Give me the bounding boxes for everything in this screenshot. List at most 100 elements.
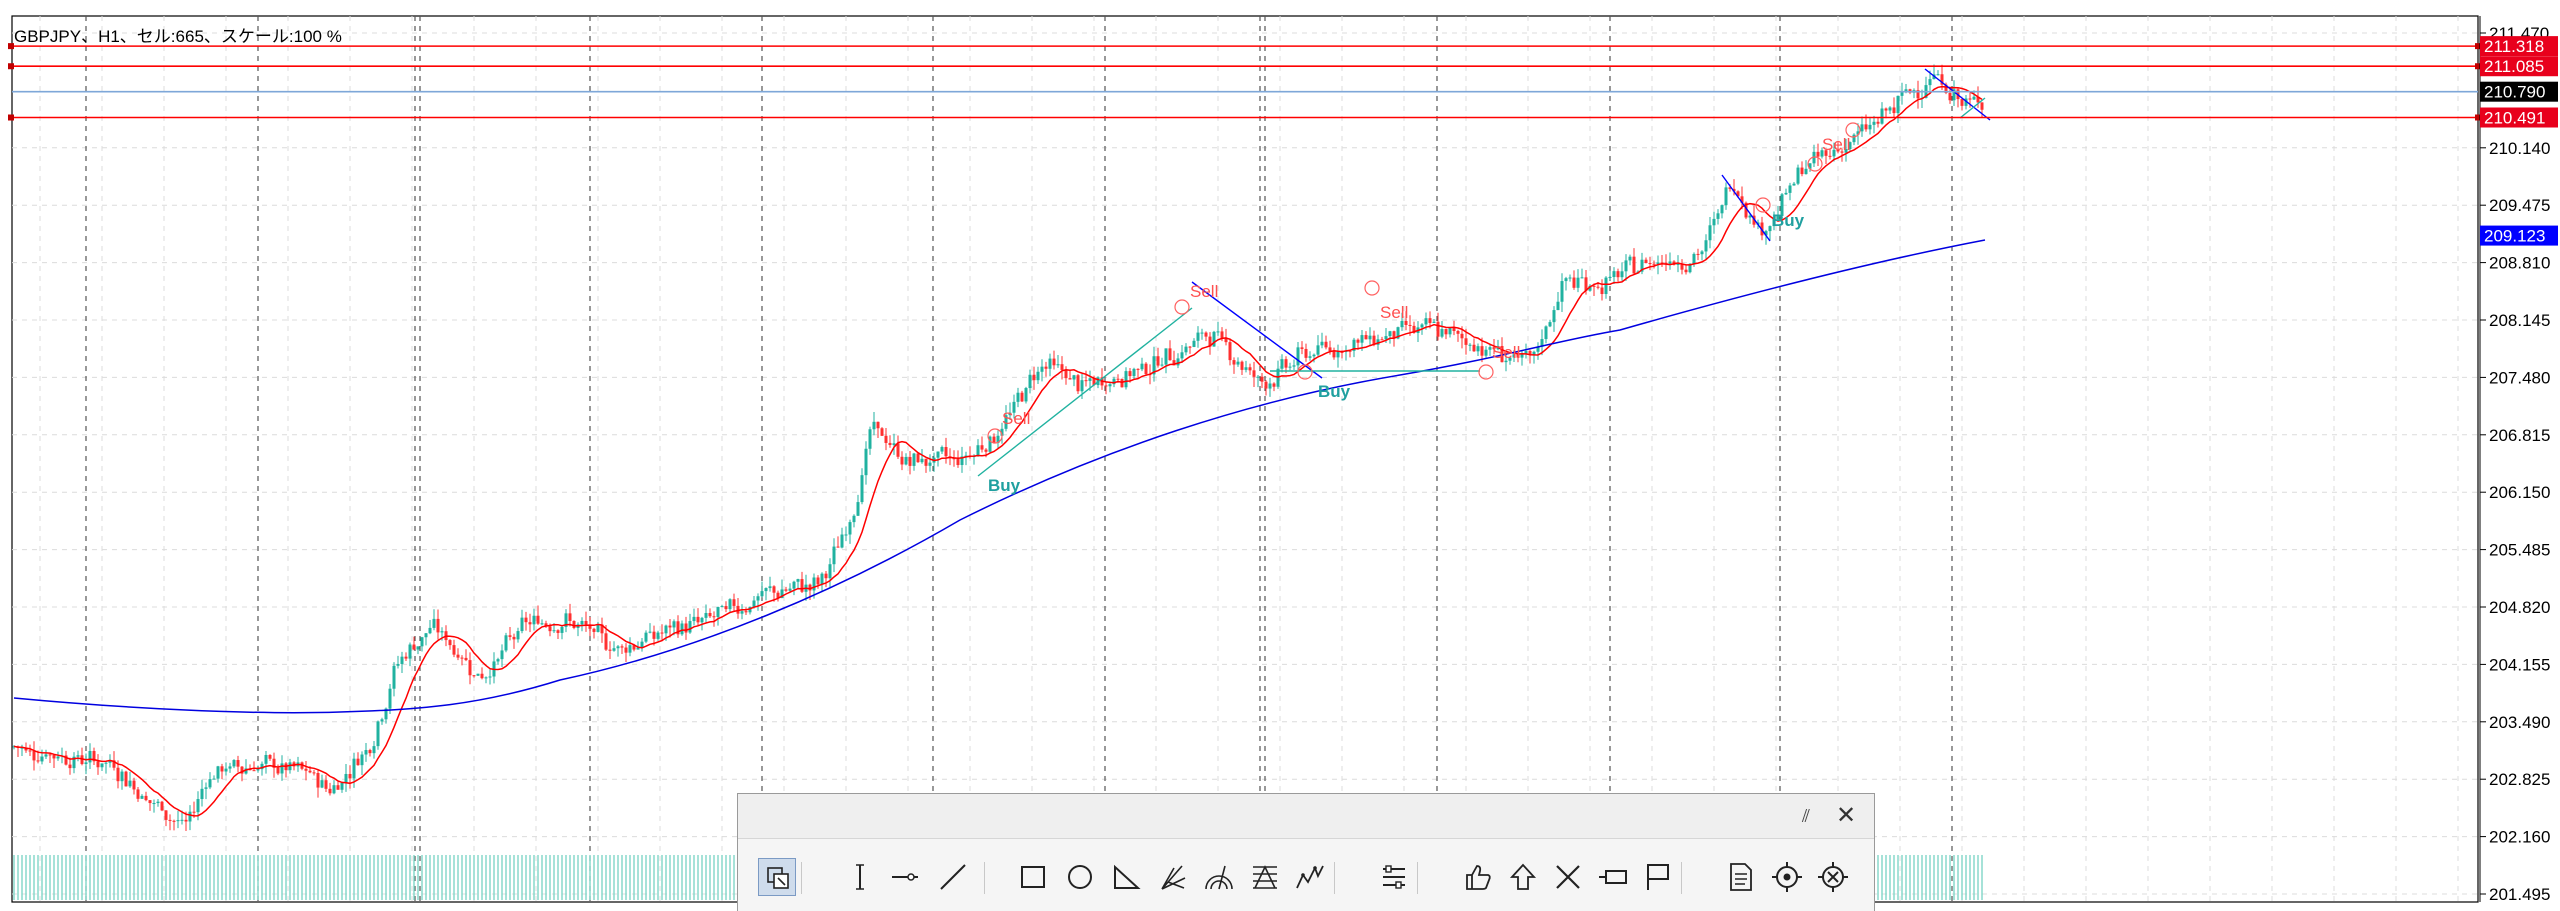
candle-body: [1612, 271, 1616, 277]
vertical-line-tool-icon[interactable]: [841, 858, 879, 896]
candle-body: [336, 785, 340, 790]
candle-body: [1228, 342, 1232, 361]
target-tool-icon[interactable]: [1768, 858, 1806, 896]
candle-body: [964, 455, 968, 457]
price-level-label-bg: [2480, 56, 2558, 77]
candle-body: [752, 600, 756, 607]
candle-body: [688, 621, 692, 633]
trend-line-tool-icon[interactable]: [934, 858, 972, 896]
level-handle-left[interactable]: [8, 43, 14, 50]
candle-body: [420, 637, 424, 647]
signal-marker-circle: [1174, 299, 1190, 315]
drawing-toolbar[interactable]: ⫽ ✕: [737, 793, 1875, 911]
candle-body: [600, 624, 604, 634]
candle-body: [1864, 124, 1868, 130]
fibonacci-fan-tool-icon[interactable]: [1246, 858, 1284, 896]
candle-body: [1724, 187, 1728, 206]
candle-body: [328, 788, 332, 794]
slow-moving-average: [13, 239, 1986, 714]
level-handle-right[interactable]: [2475, 63, 2481, 70]
text-note-tool-icon[interactable]: [1721, 858, 1759, 896]
indicator-list-tool-icon[interactable]: [1375, 858, 1413, 896]
candle-body: [1408, 324, 1412, 326]
candle-body: [1364, 335, 1368, 340]
level-handle-right[interactable]: [2475, 43, 2481, 50]
candle-body: [452, 645, 456, 655]
candle-body: [144, 795, 148, 801]
candle-body: [1352, 339, 1356, 351]
candle-body: [384, 708, 388, 720]
candle-body: [1704, 240, 1708, 252]
level-handle-right[interactable]: [2475, 114, 2481, 121]
candle-body: [1012, 401, 1016, 413]
candle-body: [636, 647, 640, 650]
candle-body: [172, 820, 176, 822]
candle-body: [1420, 324, 1424, 328]
candle-body: [844, 534, 848, 536]
candle-body: [1396, 327, 1400, 339]
candle-body: [92, 750, 96, 762]
candle-body: [1024, 388, 1028, 402]
candle-body: [868, 429, 872, 449]
candle-body: [1244, 367, 1248, 370]
rectangle-tool-icon[interactable]: [1014, 858, 1052, 896]
candle-body: [1196, 332, 1200, 341]
candle-body: [904, 457, 908, 465]
price-label-tool-icon[interactable]: [1594, 858, 1632, 896]
wave-pattern-tool-icon[interactable]: [1291, 858, 1329, 896]
candle-body: [1904, 89, 1908, 92]
candle-body: [504, 635, 508, 651]
candle-body: [372, 746, 376, 754]
candle-body: [1076, 375, 1080, 392]
candle-body: [984, 449, 988, 452]
toolbar-titlebar[interactable]: ⫽ ✕: [738, 794, 1874, 839]
cross-tool-icon[interactable]: [1549, 858, 1587, 896]
arrow-up-tool-icon[interactable]: [1504, 858, 1542, 896]
candle-body: [204, 787, 208, 789]
candle-body: [1056, 364, 1060, 366]
candle-body: [1508, 357, 1512, 361]
close-icon[interactable]: ✕: [1835, 802, 1857, 829]
price-axis-label: 207.480: [2489, 368, 2550, 387]
fibonacci-arc-tool-icon[interactable]: [1200, 858, 1238, 896]
candle-body: [1360, 335, 1364, 343]
candle-body: [772, 586, 776, 593]
delete-drawings-tool-icon[interactable]: [1814, 858, 1852, 896]
chart-info-label: GBPJPY、H1、セル:665、スケール:100 %: [14, 27, 342, 46]
crosshair-select-tool-icon[interactable]: [758, 858, 796, 896]
candle-body: [708, 612, 712, 617]
candle-body: [1220, 331, 1224, 338]
candle-body: [1540, 339, 1544, 347]
horizontal-line-tool-icon[interactable]: [886, 858, 924, 896]
ellipse-tool-icon[interactable]: [1061, 858, 1099, 896]
candle-body: [72, 756, 76, 769]
level-handle-left[interactable]: [8, 114, 14, 121]
candle-body: [1328, 347, 1332, 352]
flag-tool-icon[interactable]: [1638, 858, 1676, 896]
triangle-tool-icon[interactable]: [1107, 858, 1145, 896]
candle-body: [1660, 262, 1664, 264]
candle-body: [1264, 381, 1268, 389]
candle-body: [1844, 149, 1848, 153]
candle-body: [1052, 358, 1056, 366]
candle-body: [1004, 415, 1008, 429]
thumbs-up-tool-icon[interactable]: [1459, 858, 1497, 896]
candle-body: [1716, 213, 1720, 219]
candle-body: [1568, 277, 1572, 279]
candle-body: [484, 677, 488, 679]
andrews-pitchfork-tool-icon[interactable]: [1154, 858, 1192, 896]
candle-body: [40, 756, 44, 762]
candle-body: [1732, 188, 1736, 192]
candle-body: [1116, 378, 1120, 380]
candle-body: [1172, 360, 1176, 366]
level-handle-left[interactable]: [8, 63, 14, 70]
candle-body: [1584, 277, 1588, 291]
candle-body: [1036, 371, 1040, 381]
candle-body: [1040, 366, 1044, 372]
candle-body: [84, 762, 88, 765]
pin-icon[interactable]: ⫽: [1801, 806, 1811, 826]
candle-body: [664, 625, 668, 634]
candle-body: [1272, 383, 1276, 387]
candle-body: [820, 573, 824, 585]
